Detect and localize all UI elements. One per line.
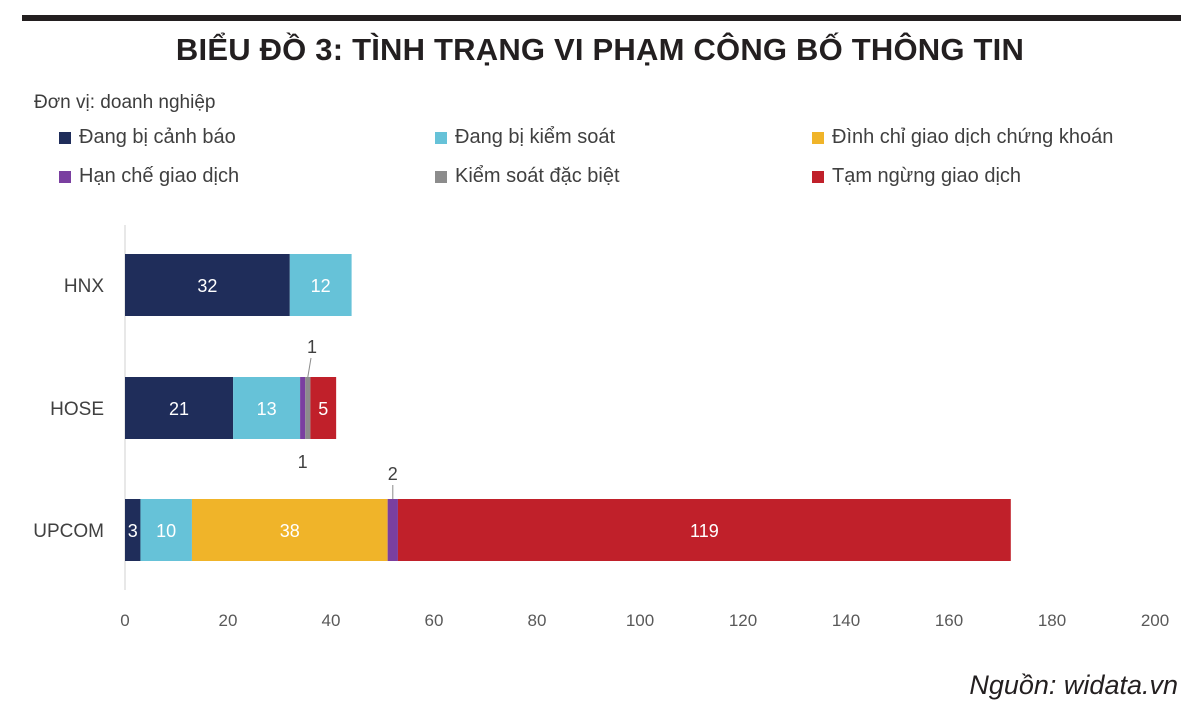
legend-item: Kiểm soát đặc biệt (435, 165, 620, 188)
legend-swatch (435, 131, 447, 144)
x-tick-label: 180 (1038, 611, 1066, 630)
x-tick-label: 0 (120, 611, 129, 630)
x-tick-label: 80 (528, 611, 547, 630)
bar-segment (140, 499, 192, 561)
x-tick-label: 140 (832, 611, 860, 630)
bar-segment (310, 377, 337, 439)
bar-segment (125, 499, 141, 561)
legend-label: Đình chỉ giao dịch chứng khoán (832, 126, 1114, 148)
data-label: 1 (307, 337, 317, 357)
category-label: UPCOM (33, 521, 104, 542)
category-label: HOSE (50, 399, 104, 420)
legend-swatch (812, 131, 824, 144)
legend-label: Đang bị cảnh báo (79, 126, 236, 148)
bar-segment (300, 377, 306, 439)
source-note: Nguồn: widata.vn (969, 670, 1178, 700)
x-tick-label: 120 (729, 611, 757, 630)
data-label: 10 (156, 521, 176, 541)
data-label: 5 (318, 399, 328, 419)
unit-label: Đơn vị: doanh nghiệp (34, 92, 216, 113)
leader-line (307, 357, 312, 378)
bar-segment (397, 499, 1011, 561)
legend-item: Hạn chế giao dịch (59, 165, 239, 188)
data-label: 2 (388, 464, 398, 484)
bar-segment (387, 499, 398, 561)
legend-item: Tạm ngừng giao dịch (812, 165, 1021, 188)
data-label: 119 (690, 521, 719, 541)
legend-item: Đình chỉ giao dịch chứng khoán (812, 126, 1113, 149)
x-tick-label: 40 (322, 611, 341, 630)
legend-swatch (435, 170, 447, 183)
bar-segment (125, 377, 234, 439)
legend-swatch (59, 170, 71, 183)
legend-item: Đang bị kiểm soát (435, 126, 615, 149)
data-label: 21 (169, 399, 189, 419)
bar-segment (289, 254, 352, 316)
data-label: 12 (311, 276, 331, 296)
bar-segment (191, 499, 388, 561)
data-label: 3 (128, 521, 138, 541)
legend-swatch (59, 131, 71, 144)
legend-label: Tạm ngừng giao dịch (832, 165, 1022, 187)
category-label: HNX (64, 276, 104, 297)
data-label: 13 (257, 399, 277, 419)
x-tick-label: 160 (935, 611, 963, 630)
legend-item: Đang bị cảnh báo (59, 126, 236, 149)
data-label: 1 (298, 452, 308, 472)
data-label: 32 (197, 276, 217, 296)
legend-label: Đang bị kiểm soát (455, 126, 616, 148)
chart-title: BIỂU ĐỒ 3: TÌNH TRẠNG VI PHẠM CÔNG BỐ TH… (175, 32, 1025, 67)
legend-label: Hạn chế giao dịch (79, 165, 240, 187)
bar-segment (125, 254, 290, 316)
data-label: 38 (280, 521, 300, 541)
x-tick-label: 60 (425, 611, 444, 630)
bar-segment (305, 377, 311, 439)
x-tick-label: 20 (219, 611, 238, 630)
bar-segment (233, 377, 301, 439)
legend-swatch (812, 170, 824, 183)
legend-label: Kiểm soát đặc biệt (455, 165, 620, 187)
x-tick-label: 100 (626, 611, 654, 630)
x-tick-label: 200 (1141, 611, 1169, 630)
top-rule (22, 15, 1181, 21)
